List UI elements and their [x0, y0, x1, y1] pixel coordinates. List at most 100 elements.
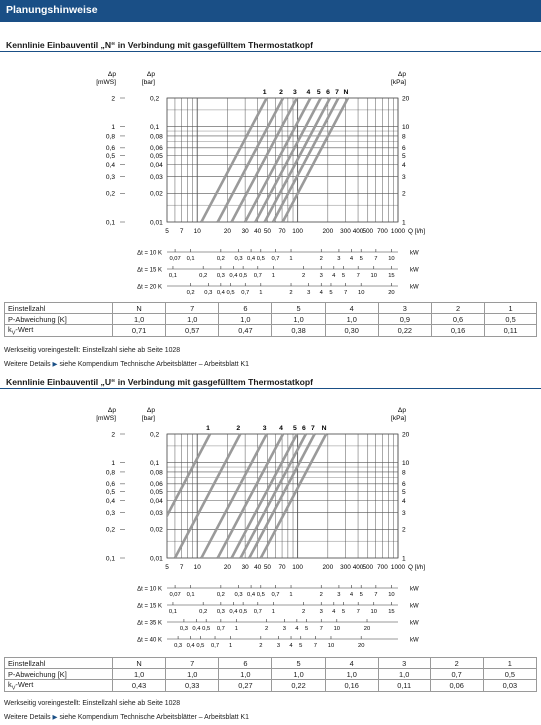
table-cell: 6: [218, 302, 273, 314]
curve-line: [216, 433, 285, 558]
x-tick-label: 30: [242, 228, 250, 235]
section-rule-u: [0, 388, 541, 389]
curve-label: 2: [279, 89, 283, 96]
unit-label: [mWS]: [96, 79, 116, 86]
power-tick-label: 3: [277, 643, 280, 649]
table-cell: 0,38: [271, 323, 326, 338]
settings-table-u: Einstellzahl N 7 6 5 4 3 2 1 P-Abweichung [K] 1,0 1…: [4, 657, 538, 693]
y-tick-kpa: 10: [402, 124, 410, 131]
y-tick-bar: 0,05: [150, 153, 163, 160]
y-tick-bar: 0,1: [150, 124, 159, 131]
y-tick-kpa: 3: [402, 174, 406, 181]
table-cell: 1,0: [324, 668, 379, 680]
power-tick-label: 0,7: [217, 626, 225, 632]
power-tick-label: 5: [305, 626, 308, 632]
table-cell: 5: [271, 302, 326, 314]
table-cell: 0,11: [377, 678, 431, 693]
table-cell: 3: [377, 302, 432, 314]
table-cell: 0,22: [377, 323, 432, 338]
power-tick-label: 0,07: [169, 592, 180, 598]
table-cell: 0,7: [429, 668, 484, 680]
power-scale-label: Δt = 20 K: [137, 285, 162, 291]
row-label: Einstellzahl: [4, 302, 113, 314]
curve-line: [259, 433, 328, 558]
x-tick-label: 40: [254, 228, 262, 235]
power-tick-label: 7: [357, 273, 360, 279]
power-unit: kW: [410, 285, 419, 291]
curve-line: [243, 97, 312, 222]
curve-label: N: [344, 89, 349, 96]
y-tick-bar: 0,2: [150, 95, 159, 102]
y-tick-bar: 0,01: [150, 555, 163, 562]
power-tick-label: 4: [295, 626, 299, 632]
y-tick-kpa: 3: [402, 510, 406, 517]
power-scale-label: Δt = 15 K: [137, 604, 162, 610]
power-tick-label: 5: [342, 273, 345, 279]
y-tick-mws: 1: [111, 124, 115, 131]
power-tick-label: 7: [344, 290, 347, 296]
power-tick-label: 5: [329, 290, 332, 296]
unit-label: [bar]: [142, 79, 155, 86]
power-tick-label: 0,4: [229, 273, 238, 279]
x-tick-label: 500: [362, 228, 373, 235]
power-tick-label: 0,2: [217, 256, 225, 262]
power-tick-label: 0,7: [254, 609, 262, 615]
page-title: Planungshinweise: [6, 4, 98, 16]
curve-line: [230, 433, 299, 558]
y-tick-kpa: 1: [402, 555, 406, 562]
table-cell: 0,03: [482, 678, 538, 693]
power-tick-label: 0,5: [239, 609, 247, 615]
power-scale-label: Δt = 35 K: [137, 621, 162, 627]
curve-label: 5: [317, 89, 321, 96]
power-tick-label: 3: [337, 592, 340, 598]
curve-line: [263, 97, 332, 222]
table-cell: 0,9: [377, 313, 432, 325]
power-tick-label: 0,4: [247, 592, 256, 598]
power-tick-label: 5: [360, 592, 363, 598]
table-cell: 4: [324, 657, 379, 669]
power-tick-label: 0,1: [187, 592, 195, 598]
power-tick-label: 0,3: [174, 643, 182, 649]
power-tick-label: 10: [371, 273, 377, 279]
x-tick-label: 40: [254, 564, 262, 571]
table-cell: 5: [271, 657, 326, 669]
unit-label: Δp: [108, 407, 116, 414]
power-tick-label: 0,3: [217, 609, 225, 615]
y-tick-kpa: 6: [402, 145, 406, 152]
power-tick-label: 0,7: [271, 592, 279, 598]
power-tick-label: 20: [388, 290, 394, 296]
power-tick-label: 0,7: [271, 256, 279, 262]
y-tick-bar: 0,08: [150, 469, 163, 476]
table-row: Einstellzahl N 7 6 5 4 3 2 1: [4, 302, 537, 314]
y-tick-mws: 1: [111, 460, 115, 467]
power-tick-label: 7: [374, 256, 377, 262]
table-cell: 0,5: [482, 668, 538, 680]
table-cell: 1,0: [165, 668, 220, 680]
power-tick-label: 1: [259, 290, 262, 296]
y-tick-kpa: 8: [402, 133, 406, 140]
row-label: kV-Wert: [4, 678, 113, 693]
table-cell: 1: [484, 302, 537, 314]
y-tick-mws: 0,3: [106, 174, 115, 181]
power-tick-label: 4: [332, 609, 336, 615]
power-tick-label: 0,1: [169, 609, 177, 615]
curve-label: 2: [236, 425, 240, 432]
row-label: Einstellzahl: [4, 657, 113, 669]
curve-line: [167, 433, 212, 519]
power-tick-label: 7: [320, 626, 323, 632]
power-tick-label: 0,4: [187, 643, 196, 649]
power-tick-label: 0,1: [187, 256, 195, 262]
table-cell: 1: [482, 657, 538, 669]
power-tick-label: 15: [388, 273, 394, 279]
y-tick-bar: 0,2: [150, 431, 159, 438]
x-tick-label: 300: [340, 564, 351, 571]
table-cell: 6: [218, 657, 273, 669]
y-tick-bar: 0,01: [150, 219, 163, 226]
x-tick-label: 700: [377, 228, 388, 235]
y-tick-kpa: 2: [402, 191, 406, 198]
arrow-right-icon: ▶: [52, 714, 58, 721]
curve-line: [271, 97, 340, 222]
power-unit: kW: [410, 268, 419, 274]
table-cell: N: [111, 302, 167, 314]
table-row: P-Abweichung [K] 1,0 1,0 1,0 1,0 1,0 1,0 0,7 0,5: [4, 668, 538, 680]
